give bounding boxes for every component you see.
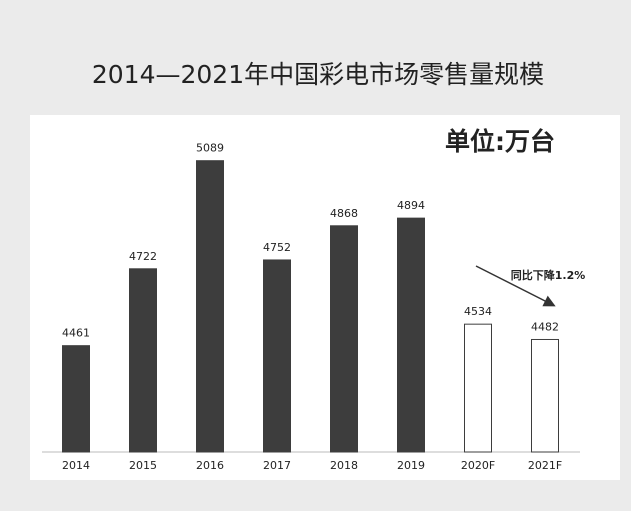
x-tick-label: 2015 [129, 459, 157, 472]
x-tick-label: 2021F [528, 459, 562, 472]
value-label: 4534 [464, 305, 492, 318]
bar [129, 268, 157, 453]
bar [397, 217, 425, 453]
bar [62, 345, 90, 453]
bar [531, 338, 559, 453]
value-label: 5089 [196, 142, 224, 155]
x-tick-label: 2018 [330, 459, 358, 472]
arrow [475, 265, 556, 307]
x-tick-label: 2017 [263, 459, 291, 472]
bar [196, 160, 224, 453]
chart-title: 2014—2021年中国彩电市场零售量规模 [92, 60, 544, 89]
plot-panel [30, 115, 620, 480]
annotation: 同比下降1.2% [511, 268, 586, 282]
unit-label: 单位:万台 [445, 127, 555, 156]
x-tick-label: 2016 [196, 459, 224, 472]
value-label: 4461 [62, 327, 90, 340]
x-tick-label: 2019 [397, 459, 425, 472]
x-tick-label: 2020F [461, 459, 495, 472]
value-label: 4752 [263, 241, 291, 254]
x-tick-label: 2014 [62, 459, 90, 472]
value-label: 4894 [397, 199, 425, 212]
value-label: 4482 [531, 320, 559, 333]
bar [263, 259, 291, 453]
value-label: 4722 [129, 250, 157, 263]
value-label: 4868 [330, 207, 358, 220]
bar [464, 323, 492, 453]
bar [330, 225, 358, 453]
